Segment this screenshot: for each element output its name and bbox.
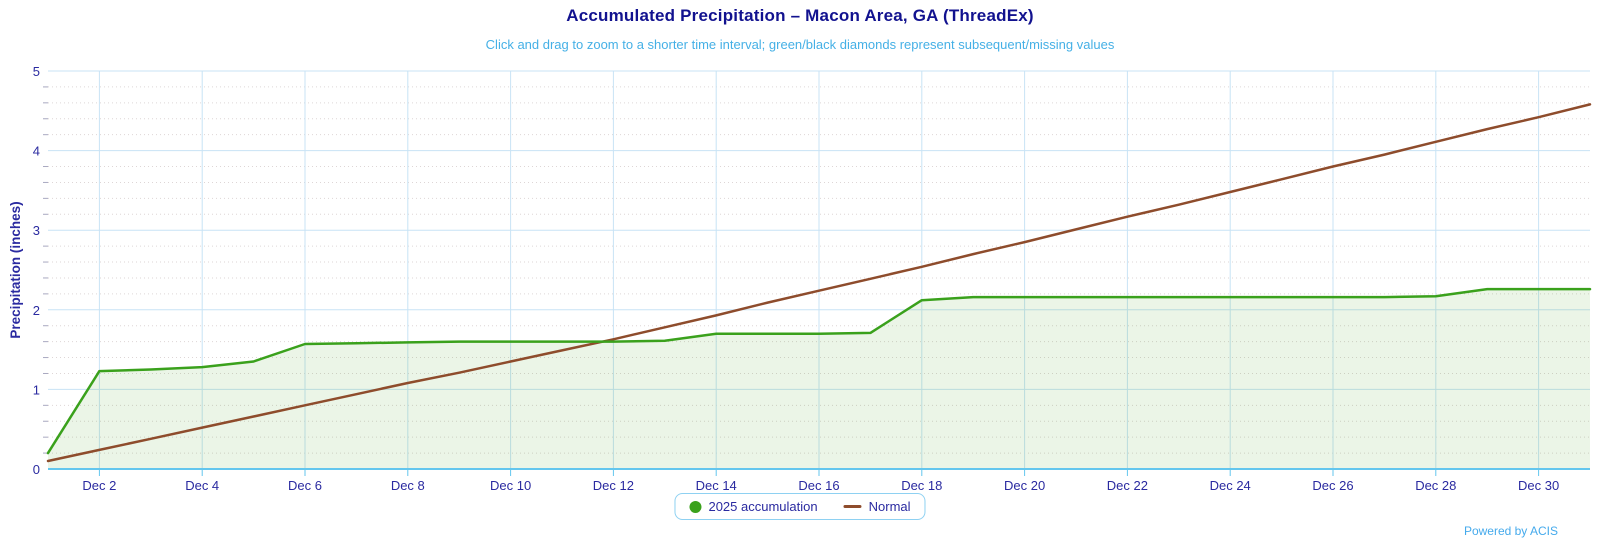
svg-text:0: 0	[33, 462, 40, 477]
normal-series-line	[46, 103, 1592, 463]
svg-text:Dec 2: Dec 2	[82, 478, 116, 493]
svg-text:Dec 14: Dec 14	[696, 478, 737, 493]
accumulation-area-fill	[48, 289, 1590, 469]
svg-text:Dec 12: Dec 12	[593, 478, 634, 493]
accumulation-marker-icon	[689, 500, 702, 513]
svg-text:5: 5	[33, 64, 40, 79]
svg-text:Dec 26: Dec 26	[1312, 478, 1353, 493]
chart-title: Accumulated Precipitation – Macon Area, …	[566, 6, 1034, 25]
legend-label-accumulation: 2025 accumulation	[708, 499, 818, 514]
legend: 2025 accumulation Normal	[674, 493, 926, 520]
svg-text:1: 1	[33, 382, 40, 397]
svg-text:Dec 10: Dec 10	[490, 478, 531, 493]
svg-text:Dec 22: Dec 22	[1107, 478, 1148, 493]
svg-text:2: 2	[33, 303, 40, 318]
svg-text:Dec 4: Dec 4	[185, 478, 219, 493]
svg-text:3: 3	[33, 223, 40, 238]
svg-text:Dec 16: Dec 16	[798, 478, 839, 493]
powered-by-acis-link[interactable]: Powered by ACIS	[1463, 524, 1558, 538]
accumulation-series-line	[46, 287, 1592, 455]
chart-subtitle: Click and drag to zoom to a shorter time…	[485, 37, 1115, 52]
svg-text:Dec 18: Dec 18	[901, 478, 942, 493]
svg-text:Dec 8: Dec 8	[391, 478, 425, 493]
y-axis-title: Precipitation (inches)	[8, 201, 23, 338]
svg-text:Dec 6: Dec 6	[288, 478, 322, 493]
svg-text:Precipitation (inches): Precipitation (inches)	[8, 201, 23, 338]
svg-text:Dec 24: Dec 24	[1210, 478, 1251, 493]
x-axis-labels: Dec 2 Dec 4 Dec 6 Dec 8 Dec 10 Dec 12 Dec 14 De…	[82, 478, 1559, 493]
legend-item-normal[interactable]: Normal	[843, 499, 911, 514]
svg-text:Dec 20: Dec 20	[1004, 478, 1045, 493]
legend-label-normal: Normal	[868, 499, 911, 514]
x-gridlines	[98, 71, 1540, 469]
legend-item-accumulation[interactable]: 2025 accumulation	[689, 499, 818, 514]
normal-line-icon	[843, 505, 862, 508]
svg-text:Dec 30: Dec 30	[1518, 478, 1559, 493]
svg-text:4: 4	[33, 144, 40, 159]
svg-text:Dec 28: Dec 28	[1415, 478, 1456, 493]
x-axis	[48, 468, 1590, 476]
y-axis-labels: 0 1 2 3 4 5	[33, 64, 40, 477]
